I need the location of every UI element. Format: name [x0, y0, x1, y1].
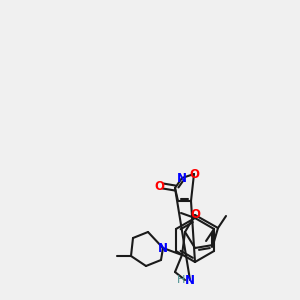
Text: H: H [177, 275, 185, 285]
Text: N: N [177, 172, 187, 184]
Text: N: N [158, 242, 168, 254]
Text: N: N [185, 274, 195, 286]
Text: O: O [154, 179, 164, 193]
Text: O: O [190, 208, 200, 221]
Text: O: O [189, 167, 199, 181]
